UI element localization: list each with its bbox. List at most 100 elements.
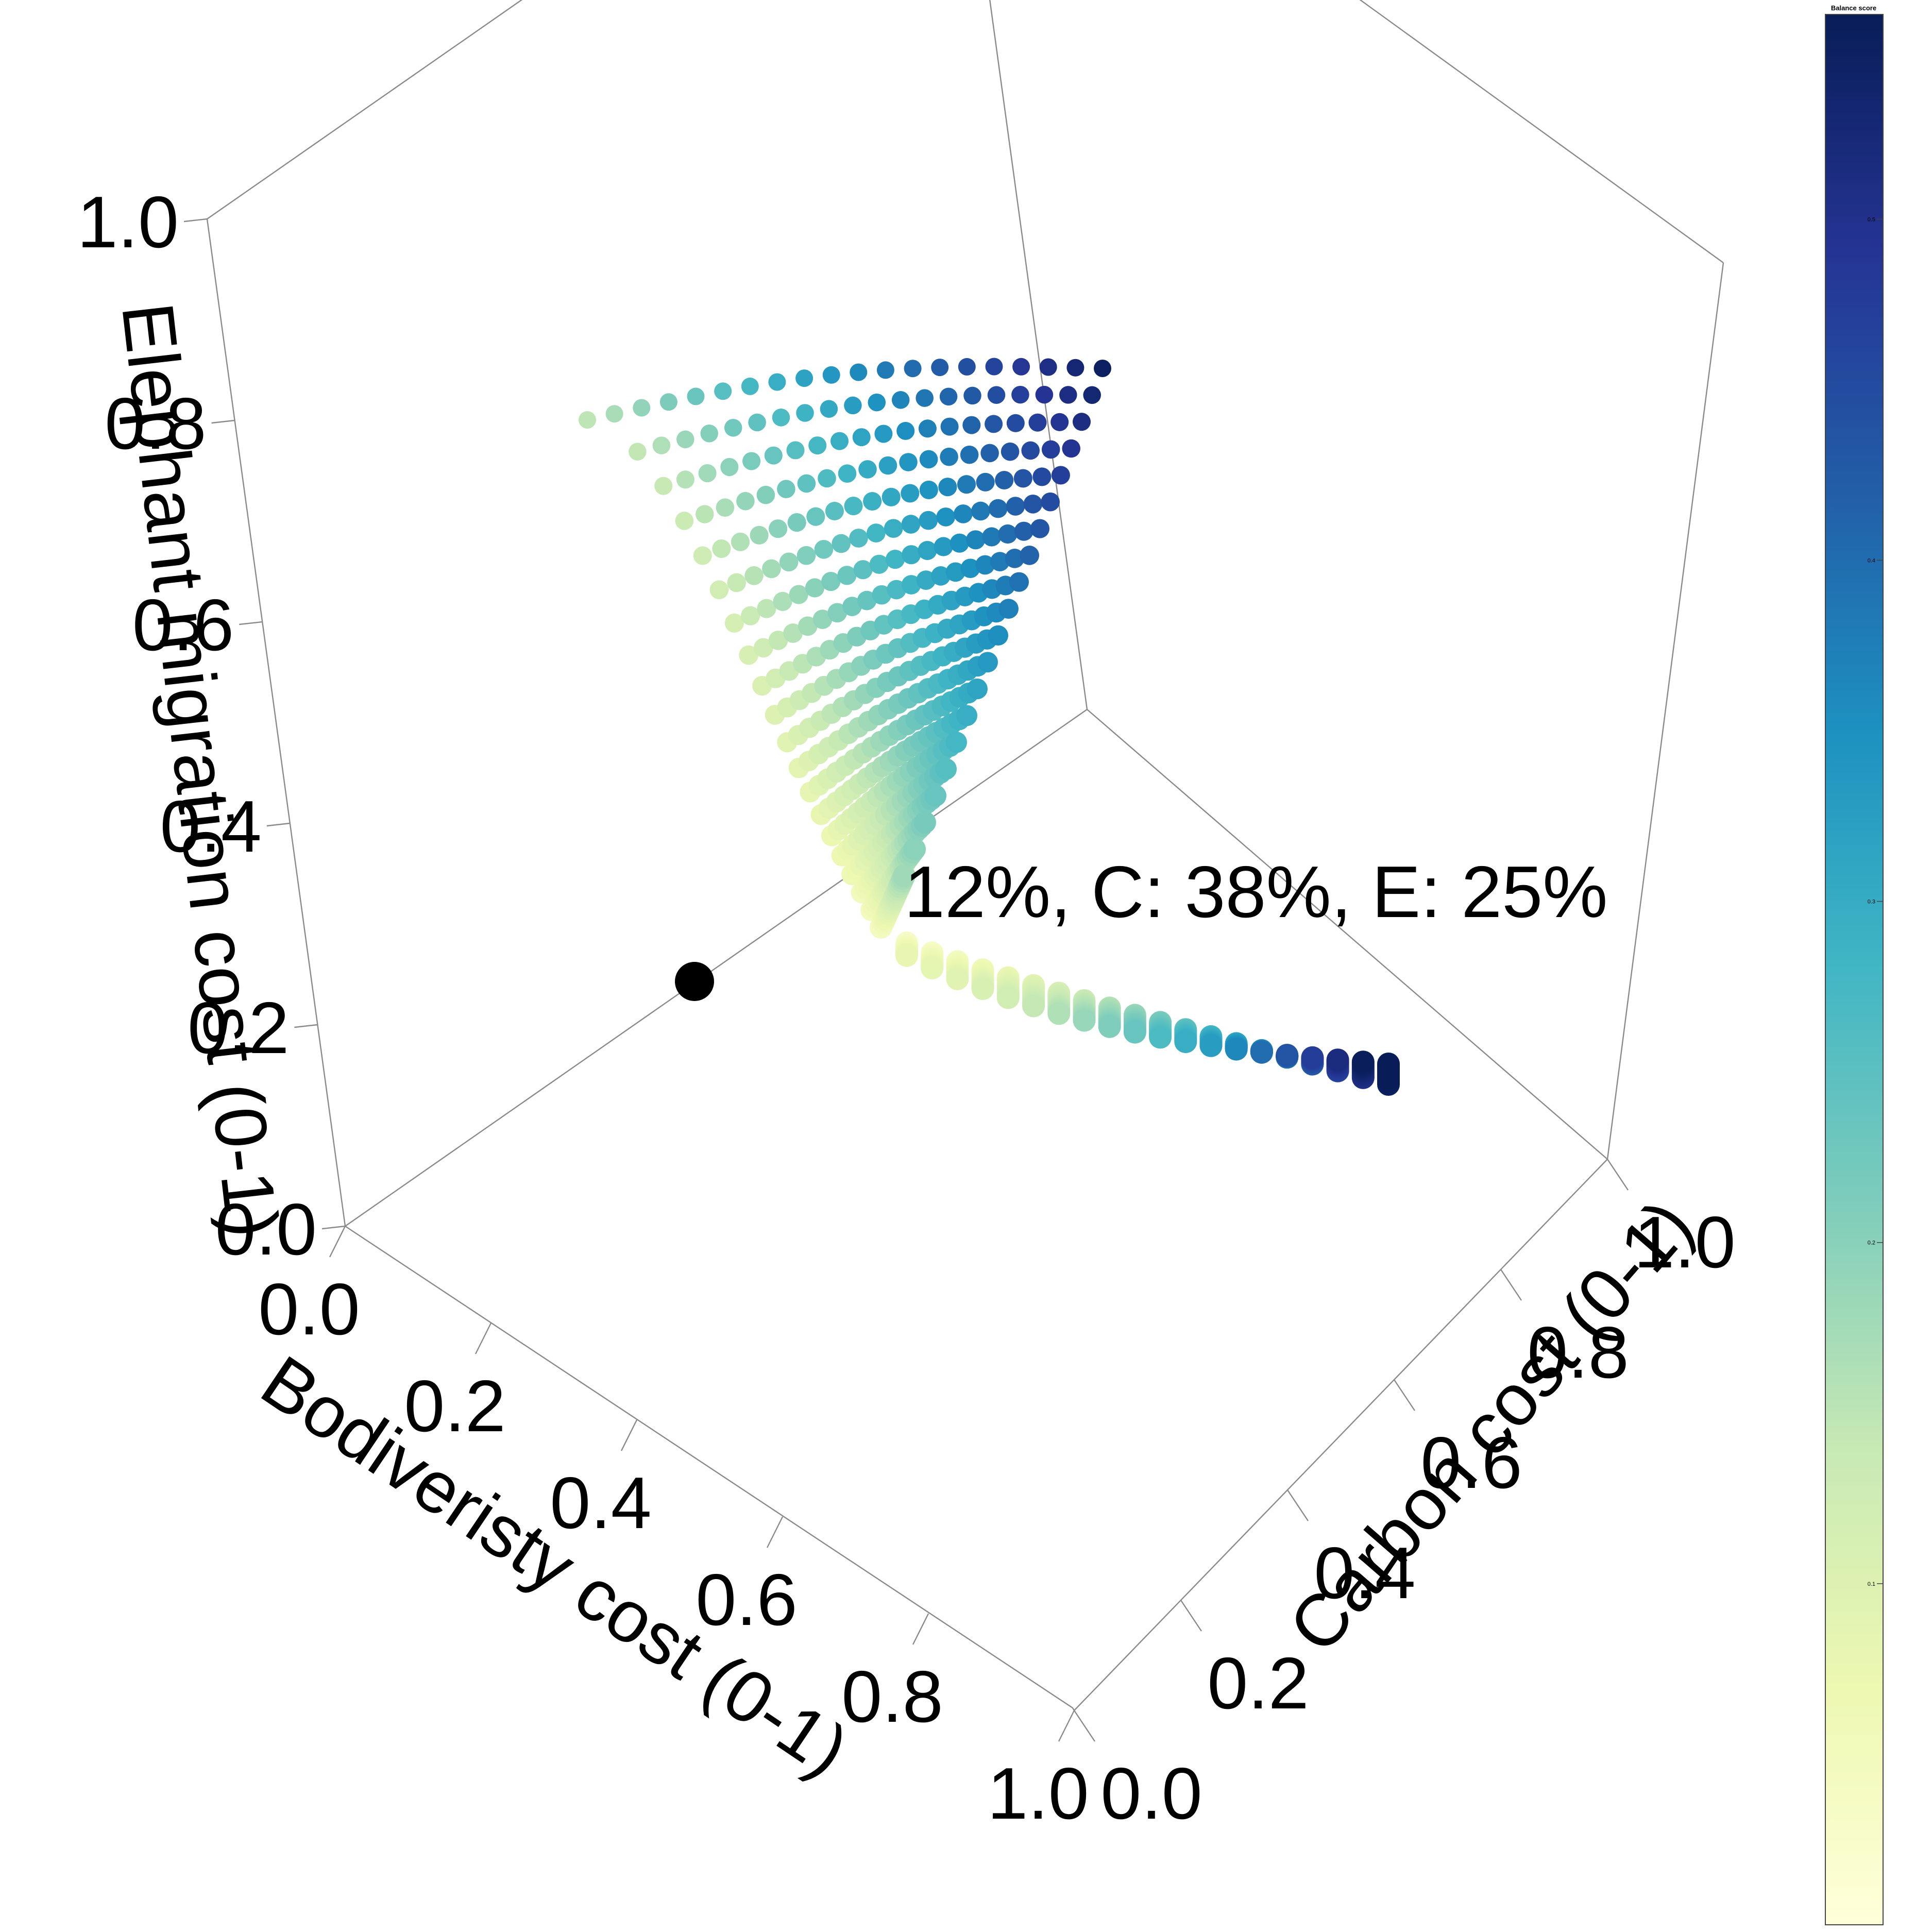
z-tick [321, 1225, 346, 1230]
data-point [1005, 549, 1025, 568]
data-point [579, 411, 596, 429]
data-point [977, 652, 998, 673]
z-tick-label: 0.6 [132, 584, 234, 666]
y-tick-label: 0.6 [1420, 1422, 1522, 1504]
data-point [876, 361, 894, 379]
data-point [1001, 442, 1020, 461]
data-point [1035, 385, 1054, 404]
data-point [901, 515, 921, 534]
data-point [853, 560, 873, 580]
data-point [966, 530, 986, 550]
y-axis-line [1087, 709, 1608, 1160]
data-point [724, 613, 744, 633]
z-axis-title: Elephant migration cost (0-1) [106, 299, 294, 1241]
data-point [931, 359, 949, 377]
data-point [1174, 1030, 1197, 1054]
data-point [1073, 1009, 1096, 1032]
data-point [996, 986, 1020, 1009]
data-point [919, 450, 938, 469]
data-point [1199, 1034, 1223, 1057]
data-point [736, 492, 755, 511]
data-point [727, 573, 747, 592]
data-point [787, 513, 806, 532]
colorbar-tick-label: 0.3 [1868, 899, 1875, 905]
data-point [990, 552, 1010, 571]
back-floor-line [345, 709, 1088, 1227]
z-tick [211, 419, 235, 424]
z-axis-line [206, 218, 346, 1227]
data-point [1094, 360, 1111, 377]
data-point [980, 444, 999, 463]
x-tick [912, 1613, 929, 1645]
x-tick-label: 0.8 [841, 1656, 943, 1738]
data-point [985, 415, 1003, 433]
z-tick [183, 218, 208, 223]
colorbar: Balance score 0.1 0.2 0.3 0.4 0.5 [1825, 4, 1884, 1925]
data-point [863, 492, 882, 511]
data-point [844, 396, 862, 415]
data-point [936, 507, 956, 527]
x-tick [1058, 1710, 1075, 1742]
x-axis-line [345, 1225, 1073, 1709]
data-point [956, 705, 978, 726]
data-point [812, 609, 833, 629]
data-point [1250, 1041, 1273, 1064]
data-point [938, 478, 957, 497]
data-point [960, 445, 979, 464]
data-point [1351, 1050, 1375, 1074]
data-point [904, 360, 922, 378]
data-point [967, 678, 988, 700]
data-point [814, 539, 834, 559]
data-point [605, 405, 623, 423]
data-point [954, 504, 973, 523]
x-tick-label: 0.4 [550, 1462, 651, 1544]
data-point [899, 453, 918, 471]
data-point [971, 977, 994, 1001]
data-point [786, 441, 805, 460]
data-point [700, 425, 718, 443]
data-point [1030, 519, 1049, 538]
data-point [687, 387, 705, 405]
data-point [919, 511, 938, 530]
data-point [1020, 546, 1040, 565]
data-point [1012, 358, 1030, 376]
data-point [1014, 521, 1033, 541]
data-point [887, 580, 906, 600]
data-point [916, 570, 936, 590]
data-point [795, 369, 814, 387]
z-tick-label: 0.0 [215, 1189, 317, 1270]
data-point [921, 957, 944, 980]
data-point [1083, 386, 1101, 404]
data-point [741, 377, 759, 395]
data-point [1006, 414, 1025, 432]
data-point [882, 487, 901, 506]
data-point [1028, 413, 1047, 432]
y-axis-title: Carbon cost (0-1) [1273, 1184, 1708, 1668]
data-point [872, 585, 892, 605]
y-tick-label: 0.4 [1314, 1532, 1415, 1614]
data-point [1006, 497, 1025, 516]
colorbar-title: Balance score [1831, 4, 1876, 12]
data-point [1022, 994, 1045, 1018]
data-point [950, 533, 969, 553]
data-point [896, 421, 915, 440]
data-point [724, 419, 742, 437]
z-tick-label: 0.2 [188, 987, 289, 1069]
axis-box [206, 0, 1724, 1711]
x-tick [474, 1323, 492, 1354]
data-point [822, 366, 840, 384]
data-point [857, 590, 877, 611]
data-point [654, 477, 673, 495]
data-point [676, 430, 694, 449]
data-point [998, 599, 1019, 619]
data-point [869, 554, 889, 574]
right-vertical-line [1606, 262, 1724, 1160]
y-tick [1180, 1600, 1202, 1632]
data-point [709, 580, 729, 600]
data-point [995, 470, 1014, 490]
data-point [818, 469, 836, 488]
back-top-line [207, 0, 523, 219]
right-top-line [1359, 0, 1724, 263]
data-point [1039, 358, 1057, 376]
y-tick [1287, 1489, 1309, 1521]
